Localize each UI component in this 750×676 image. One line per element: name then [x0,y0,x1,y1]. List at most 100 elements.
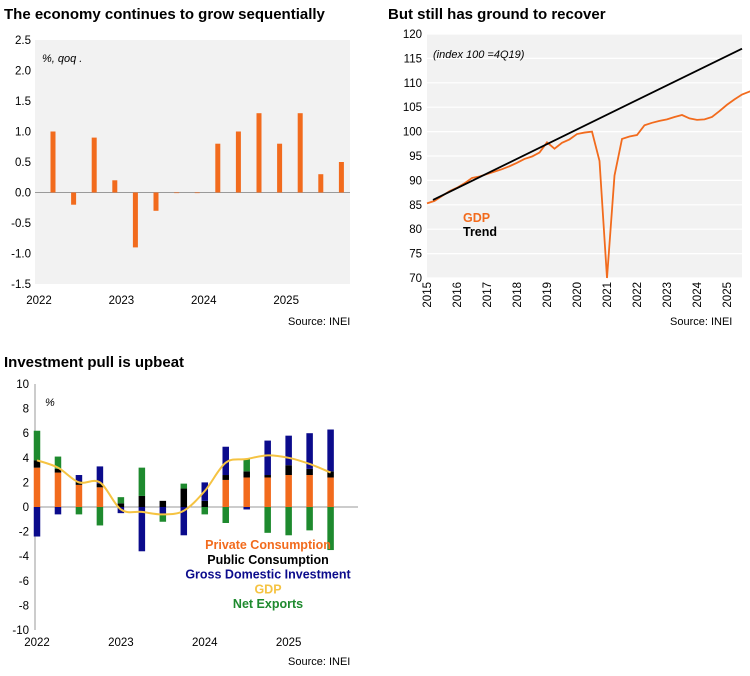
y-tick-label: -2 [19,527,29,539]
bar-segment [75,484,83,507]
bar-segment [96,483,104,488]
x-tick-label: 2018 [512,282,524,308]
y-tick-label: -6 [19,576,29,588]
x-tick-label: 2023 [109,295,135,307]
bar-segment [138,467,146,496]
bar-segment [33,460,41,468]
bar-segment [306,507,313,531]
bar [194,192,200,194]
bar-segment [75,475,83,482]
y-tick-label: 2.5 [15,35,31,47]
y-tick-label: 115 [404,53,422,65]
x-tick-label: 2019 [542,282,554,308]
legend-item: Net Exports [233,597,303,611]
bar-segment [159,514,167,522]
bar-segment [96,507,104,526]
bar-segment [54,468,62,473]
bar-segment [138,507,146,552]
bar-segment [201,500,209,507]
y-tick-label: 95 [409,151,422,163]
bar-segment [243,477,250,507]
qoq-source: Source: INEI [288,316,351,328]
bar-segment [264,475,271,478]
bar-segment [327,429,334,472]
bar-segment [285,435,292,466]
x-tick-label: 2025 [722,282,734,308]
y-tick-label: -4 [19,551,30,563]
index-source: Source: INEI [670,316,733,328]
x-tick-label: 2024 [692,281,704,307]
y-tick-label: -1.0 [11,249,31,261]
bar-segment [54,472,62,507]
bar-segment [222,446,229,476]
unit-note: %, qoq . [42,53,82,65]
index-line-chart: 120 115 110 105 100 95 90 85 80 75 70 (index 100 =4… [403,29,750,308]
bar-segment [327,507,334,551]
bar [174,192,180,194]
bar-segment [159,500,167,507]
bar-segment [264,507,271,533]
y-tick-label: 1.0 [15,127,31,139]
bar-segment [306,433,313,469]
bar [153,192,159,211]
contrib-chart-panel: Investment pull is upbeat 10 8 6 4 2 0 -2 -4 -6 -… [0,348,370,676]
bar-segment [54,507,62,515]
y-tick-label: 2.0 [15,66,31,78]
legend-item: Gross Domestic Investment [185,568,351,582]
legend-item: GDP [254,582,281,596]
bar-segment [243,507,250,510]
bar [256,113,262,193]
bar-segment [243,471,250,478]
bar-segment [180,488,188,507]
x-tick-label: 2023 [662,282,674,308]
bar-segment [33,467,41,507]
bar-segment [264,440,271,476]
contrib-source: Source: INEI [288,656,351,668]
bar [215,143,221,193]
y-tick-label: 100 [403,127,422,139]
x-tick-label: 2025 [276,637,302,649]
trend-line [432,47,743,201]
bar [91,137,97,193]
bar-segment [96,466,104,484]
bar-segment [33,507,41,537]
y-tick-label: 75 [409,249,422,261]
index-chart-title: But still has ground to recover [388,6,606,23]
y-tick-label: 90 [409,175,422,187]
y-tick-label: 8 [23,404,29,416]
x-tick-label: 2020 [572,282,584,308]
bar-segment [222,507,229,523]
x-tick-label: 2024 [192,637,218,649]
plot-area [35,40,350,284]
bar-segment [285,475,292,507]
bar [50,131,56,193]
y-tick-label: -1.5 [11,279,31,291]
bar [112,180,118,193]
bar-segment [54,456,62,469]
bar-segment [222,479,229,507]
y-tick-label: -8 [19,600,29,612]
unit-note: % [45,397,55,409]
bar [71,192,77,205]
x-tick-label: 2024 [191,295,217,307]
bar-segment [327,471,334,478]
y-tick-label: 1.5 [15,96,31,108]
bar-segment [33,430,41,461]
y-tick-label: 6 [23,428,29,440]
bar [132,192,138,248]
legend-item: Public Consumption [207,553,329,567]
bar-segment [264,477,271,507]
x-tick-label: 2025 [273,295,299,307]
bar [235,131,241,193]
x-tick-label: 2015 [422,282,434,308]
y-tick-label: 0.5 [15,157,31,169]
bar-segment [222,475,229,480]
bar-segment [180,507,188,536]
x-tick-label: 2021 [602,282,614,308]
y-tick-label: 105 [403,102,422,114]
bar-segment [306,468,313,476]
contrib-stacked-chart: 10 8 6 4 2 0 -2 -4 -6 -8 -10% Private ConsumptionPu… [12,379,358,649]
bar [318,174,324,193]
bar-segment [306,475,313,507]
y-tick-label: 120 [403,29,422,41]
